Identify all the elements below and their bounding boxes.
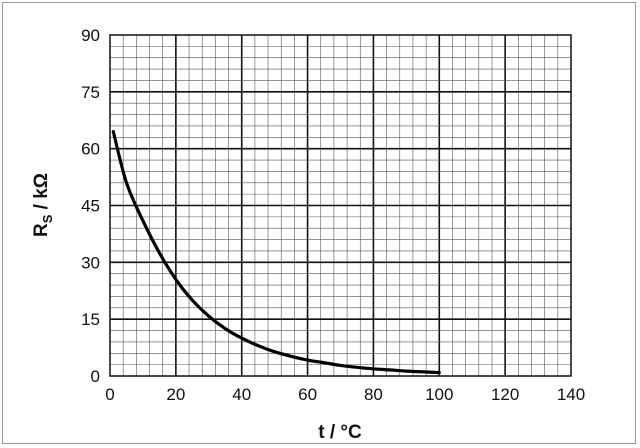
- data-points: [113, 132, 439, 373]
- y-axis-label-main: R: [31, 223, 52, 237]
- y-axis-label-rest: / kΩ: [31, 173, 52, 215]
- y-tick-label: 60: [81, 140, 100, 159]
- y-tick-labels: 0 15 30 45 60 75 90: [81, 26, 100, 386]
- x-tick-label: 60: [298, 385, 317, 404]
- series-line: [111, 130, 441, 375]
- x-tick-label: 100: [425, 385, 453, 404]
- x-tick-label: 20: [166, 385, 185, 404]
- grid: [110, 35, 571, 376]
- y-tick-label: 30: [81, 253, 100, 272]
- x-tick-label: 80: [364, 385, 383, 404]
- y-tick-label: 0: [91, 367, 100, 386]
- y-tick-label: 15: [81, 310, 100, 329]
- x-tick-labels: 0 20 40 60 80 100 120 140: [105, 385, 585, 404]
- plot-border: [109, 34, 572, 377]
- x-tick-label: 40: [232, 385, 251, 404]
- y-axis-label-sub: S: [40, 214, 55, 223]
- chart-frame: [2, 2, 636, 444]
- y-axis-label: RS / kΩ: [31, 173, 55, 237]
- x-tick-label: 140: [557, 385, 585, 404]
- y-tick-label: 90: [81, 26, 100, 45]
- y-tick-label: 45: [81, 197, 100, 216]
- y-tick-label: 75: [81, 83, 100, 102]
- x-tick-label: 120: [491, 385, 519, 404]
- x-tick-label: 0: [105, 385, 114, 404]
- x-axis-label: t / °C: [318, 422, 362, 443]
